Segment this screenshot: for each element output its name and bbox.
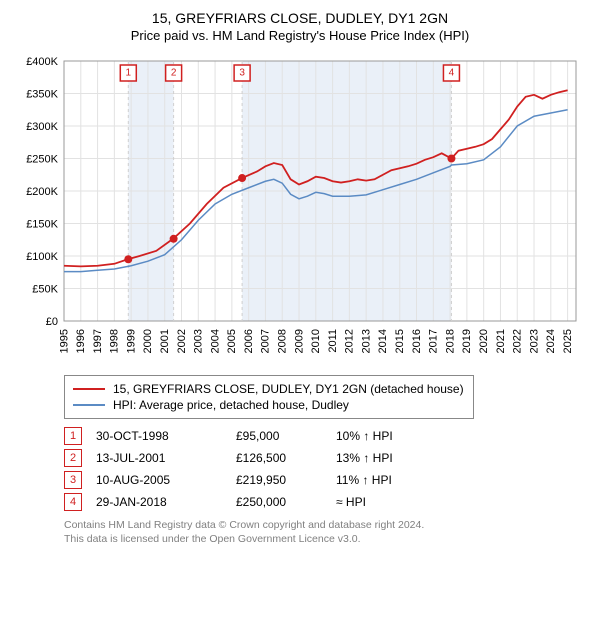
svg-text:2004: 2004 bbox=[209, 329, 221, 353]
sale-row: 4 29-JAN-2018£250,000≈ HPI bbox=[64, 493, 588, 511]
legend-swatch-property bbox=[73, 388, 105, 390]
svg-text:2024: 2024 bbox=[545, 329, 557, 353]
svg-text:2017: 2017 bbox=[428, 329, 440, 353]
svg-text:1998: 1998 bbox=[109, 329, 121, 353]
sale-date: 30-OCT-1998 bbox=[96, 429, 236, 443]
svg-text:2014: 2014 bbox=[377, 329, 389, 353]
sale-price: £95,000 bbox=[236, 429, 336, 443]
svg-text:2000: 2000 bbox=[142, 329, 154, 353]
sale-delta: ≈ HPI bbox=[336, 495, 446, 509]
attribution: Contains HM Land Registry data © Crown c… bbox=[64, 519, 588, 546]
sale-row: 2 13-JUL-2001£126,50013% ↑ HPI bbox=[64, 449, 588, 467]
svg-text:2012: 2012 bbox=[344, 329, 356, 353]
sale-row: 3 10-AUG-2005£219,95011% ↑ HPI bbox=[64, 471, 588, 489]
svg-text:3: 3 bbox=[239, 68, 245, 79]
sale-delta: 13% ↑ HPI bbox=[336, 451, 446, 465]
sale-marker: 1 bbox=[64, 427, 82, 445]
svg-text:£350K: £350K bbox=[26, 89, 58, 101]
svg-text:£300K: £300K bbox=[26, 121, 58, 133]
svg-text:1997: 1997 bbox=[92, 329, 104, 353]
svg-text:2007: 2007 bbox=[260, 329, 272, 353]
svg-text:1999: 1999 bbox=[125, 329, 137, 353]
svg-text:£250K: £250K bbox=[26, 154, 58, 166]
legend-label-property: 15, GREYFRIARS CLOSE, DUDLEY, DY1 2GN (d… bbox=[113, 382, 464, 396]
svg-text:£0: £0 bbox=[46, 316, 58, 328]
svg-text:2025: 2025 bbox=[562, 329, 574, 353]
svg-text:£50K: £50K bbox=[32, 284, 58, 296]
legend-item-hpi: HPI: Average price, detached house, Dudl… bbox=[73, 398, 465, 412]
sale-marker: 3 bbox=[64, 471, 82, 489]
attribution-line1: Contains HM Land Registry data © Crown c… bbox=[64, 519, 588, 533]
chart-subtitle: Price paid vs. HM Land Registry's House … bbox=[12, 28, 588, 43]
svg-text:2002: 2002 bbox=[176, 329, 188, 353]
svg-text:2: 2 bbox=[171, 68, 177, 79]
svg-text:£150K: £150K bbox=[26, 219, 58, 231]
svg-text:2021: 2021 bbox=[495, 329, 507, 353]
svg-text:£200K: £200K bbox=[26, 186, 58, 198]
svg-text:2003: 2003 bbox=[193, 329, 205, 353]
legend-label-hpi: HPI: Average price, detached house, Dudl… bbox=[113, 398, 349, 412]
sale-price: £250,000 bbox=[236, 495, 336, 509]
legend-item-property: 15, GREYFRIARS CLOSE, DUDLEY, DY1 2GN (d… bbox=[73, 382, 465, 396]
svg-text:2006: 2006 bbox=[243, 329, 255, 353]
svg-text:2018: 2018 bbox=[444, 329, 456, 353]
svg-text:4: 4 bbox=[449, 68, 455, 79]
sale-price: £126,500 bbox=[236, 451, 336, 465]
price-chart: £0 £50K £100K £150K £200K £250K £300K £350K £400… bbox=[12, 49, 588, 369]
svg-text:2023: 2023 bbox=[528, 329, 540, 353]
svg-text:2020: 2020 bbox=[478, 329, 490, 353]
svg-text:2022: 2022 bbox=[512, 329, 524, 353]
sale-marker: 2 bbox=[64, 449, 82, 467]
svg-text:£100K: £100K bbox=[26, 251, 58, 263]
svg-text:1: 1 bbox=[126, 68, 132, 79]
svg-text:2011: 2011 bbox=[327, 329, 339, 353]
sale-row: 1 30-OCT-1998£95,00010% ↑ HPI bbox=[64, 427, 588, 445]
sale-delta: 11% ↑ HPI bbox=[336, 473, 446, 487]
svg-text:1995: 1995 bbox=[58, 329, 70, 353]
svg-text:2015: 2015 bbox=[394, 329, 406, 353]
sales-table: 1 30-OCT-1998£95,00010% ↑ HPI 2 13-JUL-2001… bbox=[64, 427, 588, 511]
svg-text:2009: 2009 bbox=[293, 329, 305, 353]
sale-date: 10-AUG-2005 bbox=[96, 473, 236, 487]
chart-area: £0 £50K £100K £150K £200K £250K £300K £350K £400… bbox=[12, 49, 588, 369]
sale-delta: 10% ↑ HPI bbox=[336, 429, 446, 443]
svg-text:£400K: £400K bbox=[26, 56, 58, 68]
legend-swatch-hpi bbox=[73, 404, 105, 406]
sale-date: 13-JUL-2001 bbox=[96, 451, 236, 465]
sale-marker: 4 bbox=[64, 493, 82, 511]
svg-text:2013: 2013 bbox=[360, 329, 372, 353]
svg-text:2008: 2008 bbox=[277, 329, 289, 353]
svg-text:2019: 2019 bbox=[461, 329, 473, 353]
svg-text:2016: 2016 bbox=[411, 329, 423, 353]
svg-text:2005: 2005 bbox=[226, 329, 238, 353]
svg-text:2001: 2001 bbox=[159, 329, 171, 353]
legend: 15, GREYFRIARS CLOSE, DUDLEY, DY1 2GN (d… bbox=[64, 375, 474, 419]
svg-text:2010: 2010 bbox=[310, 329, 322, 353]
sale-date: 29-JAN-2018 bbox=[96, 495, 236, 509]
chart-title: 15, GREYFRIARS CLOSE, DUDLEY, DY1 2GN bbox=[12, 10, 588, 26]
sale-price: £219,950 bbox=[236, 473, 336, 487]
attribution-line2: This data is licensed under the Open Gov… bbox=[64, 533, 588, 547]
svg-text:1996: 1996 bbox=[75, 329, 87, 353]
